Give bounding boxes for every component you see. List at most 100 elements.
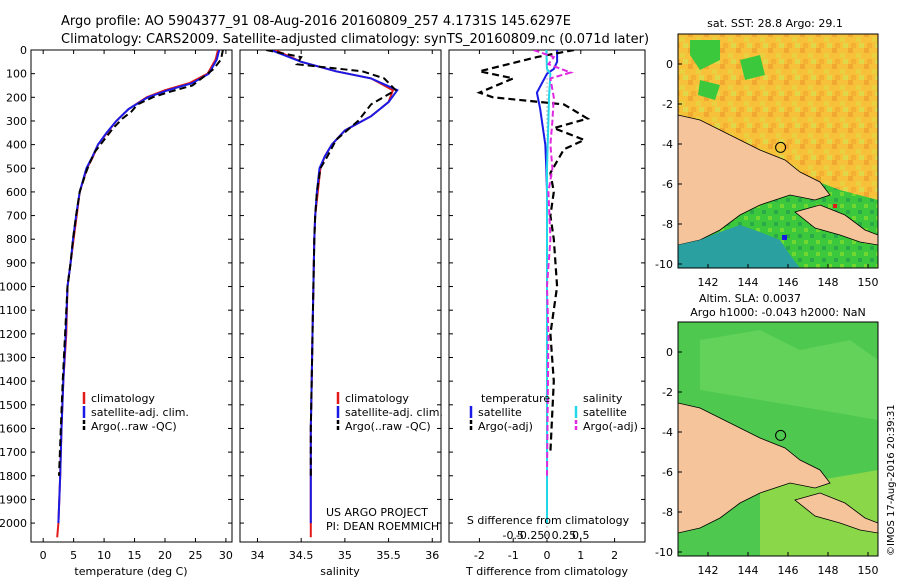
map-y-tick-label: -4	[662, 426, 673, 439]
legend-label-t-satellite: satellite	[478, 406, 522, 419]
sst-map-axes: 142 144 146 148 150 0 -2 -4 -6 -8 -10	[655, 58, 878, 289]
map-x-tick-label: 148	[818, 276, 839, 289]
legend-label-satellite: satellite-adj. clim.	[91, 406, 189, 419]
x-tick-label: 20	[158, 549, 172, 562]
difference-lines	[476, 50, 591, 542]
map-x-tick-label: 144	[738, 564, 759, 577]
depth-tick-label: 800	[6, 233, 27, 246]
depth-tick-label: 1400	[0, 375, 27, 388]
x-tick-label: 35.5	[376, 549, 401, 562]
depth-tick-label: 1200	[0, 328, 27, 341]
temperature-legend: climatology satellite-adj. clim. Argo(..…	[82, 392, 189, 433]
salinity-panel: 34 34.5 35 35.5 36 climatology satellite-adj…	[239, 49, 443, 578]
map-y-tick-label: -2	[662, 386, 673, 399]
sst-sea-green-patches	[690, 40, 765, 100]
sst-land-new-britain	[794, 204, 878, 246]
legend-label-climatology: climatology	[345, 392, 409, 405]
sst-cold-pixel	[782, 235, 787, 240]
depth-tick-label: 900	[6, 257, 27, 270]
s-diff-tick-label: 0	[544, 529, 551, 542]
salinity-x-axis: 34 34.5 35 35.5 36	[250, 50, 439, 562]
s-argo-line	[533, 50, 574, 476]
x-tick-label: -2	[474, 549, 485, 562]
depth-tick-label: 1000	[0, 281, 27, 294]
s-diff-tick-label: -0.25	[516, 529, 544, 542]
legend-label-argo: Argo(..raw -QC)	[345, 420, 431, 433]
sla-map-frame	[677, 321, 879, 557]
depth-tick-label: 1500	[0, 399, 27, 412]
map-x-tick-label: 148	[818, 564, 839, 577]
legend-title-temperature: temperature	[481, 392, 550, 405]
x-tick-label: 35	[338, 549, 352, 562]
map-x-tick-label: 142	[698, 276, 719, 289]
depth-tick-label: 0	[20, 44, 27, 57]
depth-tick-label: 1800	[0, 470, 27, 483]
legend-label-s-argo: Argo(-adj)	[583, 420, 638, 433]
difference-top-x-label: S difference from climatology	[467, 514, 630, 527]
map-y-tick-label: -8	[662, 218, 673, 231]
legend-label-satellite: satellite-adj. clim.	[345, 406, 443, 419]
map-x-tick-label: 142	[698, 564, 719, 577]
map-x-tick-label: 146	[778, 276, 799, 289]
depth-tick-label: 1100	[0, 304, 27, 317]
salinity-plot-frame	[239, 49, 442, 543]
sst-map-frame	[677, 33, 879, 269]
legend-label-t-argo: Argo(-adj)	[478, 420, 533, 433]
map-y-tick-label: 0	[666, 346, 673, 359]
depth-tick-label: 100	[6, 68, 27, 81]
sst-deep-sea	[678, 225, 800, 268]
header-line-1: Argo profile: AO 5904377_91 08-Aug-2016 …	[61, 14, 571, 29]
sla-map-image	[678, 322, 878, 556]
depth-tick-label: 1700	[0, 446, 27, 459]
difference-legend: temperature satellite Argo(-adj) salinit…	[469, 392, 638, 433]
x-tick-label: 34	[250, 549, 264, 562]
map-x-tick-label: 146	[778, 564, 799, 577]
sst-map-image	[678, 34, 878, 268]
depth-tick-label: 1900	[0, 493, 27, 506]
x-tick-label: 25	[188, 549, 202, 562]
sst-land-new-guinea	[678, 114, 831, 246]
depth-tick-label: 700	[6, 210, 27, 223]
sla-map-title: Altim. SLA: 0.0037	[699, 292, 801, 305]
map-y-tick-label: -4	[662, 138, 673, 151]
map-x-tick-label: 144	[738, 276, 759, 289]
map-y-tick-label: -8	[662, 506, 673, 519]
difference-panel: -2 -1 0 1 2 temperature satellite Argo(-adj)…	[448, 49, 646, 578]
sla-sea-variation	[700, 330, 878, 420]
depth-tick-label: 1600	[0, 422, 27, 435]
argo-line	[58, 50, 224, 476]
map-x-tick-label: 150	[858, 276, 879, 289]
x-tick-label: 0	[40, 549, 47, 562]
depth-tick-label: 500	[6, 162, 27, 175]
sla-land-new-britain	[794, 492, 878, 534]
x-tick-label: 0	[544, 549, 551, 562]
temperature-x-axis: 0 5 10 15 20 25 30	[40, 50, 233, 562]
project-annotation: US ARGO PROJECT	[326, 506, 428, 519]
legend-label-s-satellite: satellite	[583, 406, 627, 419]
sla-land-new-guinea	[678, 402, 831, 534]
depth-tick-label: 600	[6, 186, 27, 199]
t-argo-line	[476, 50, 591, 453]
depth-tick-label: 2000	[0, 517, 27, 530]
x-tick-label: 1	[577, 549, 584, 562]
temperature-plot-frame	[30, 49, 233, 543]
pi-annotation: PI: DEAN ROEMMICH	[326, 520, 439, 533]
x-tick-label: 15	[128, 549, 142, 562]
header-line-2: Climatology: CARS2009. Satellite-adjuste…	[61, 32, 649, 47]
x-tick-label: 36	[425, 549, 439, 562]
map-y-tick-label: 0	[666, 58, 673, 71]
temperature-panel: 0100200300400500600700800900100011001200…	[0, 44, 233, 578]
sla-map-subtitle: Argo h1000: -0.043 h2000: NaN	[690, 306, 866, 319]
map-y-tick-label: -2	[662, 98, 673, 111]
depth-tick-label: 400	[6, 139, 27, 152]
temperature-x-label: temperature (deg C)	[74, 565, 187, 578]
difference-x-label: T difference from climatology	[465, 565, 628, 578]
salinity-x-label: salinity	[320, 565, 360, 578]
legend-label-climatology: climatology	[91, 392, 155, 405]
temperature-lines	[56, 50, 224, 538]
x-tick-label: -1	[508, 549, 519, 562]
map-y-tick-label: -6	[662, 178, 673, 191]
s-diff-tick-label: 0.25	[552, 529, 577, 542]
sst-map-title: sat. SST: 28.8 Argo: 29.1	[707, 17, 843, 30]
